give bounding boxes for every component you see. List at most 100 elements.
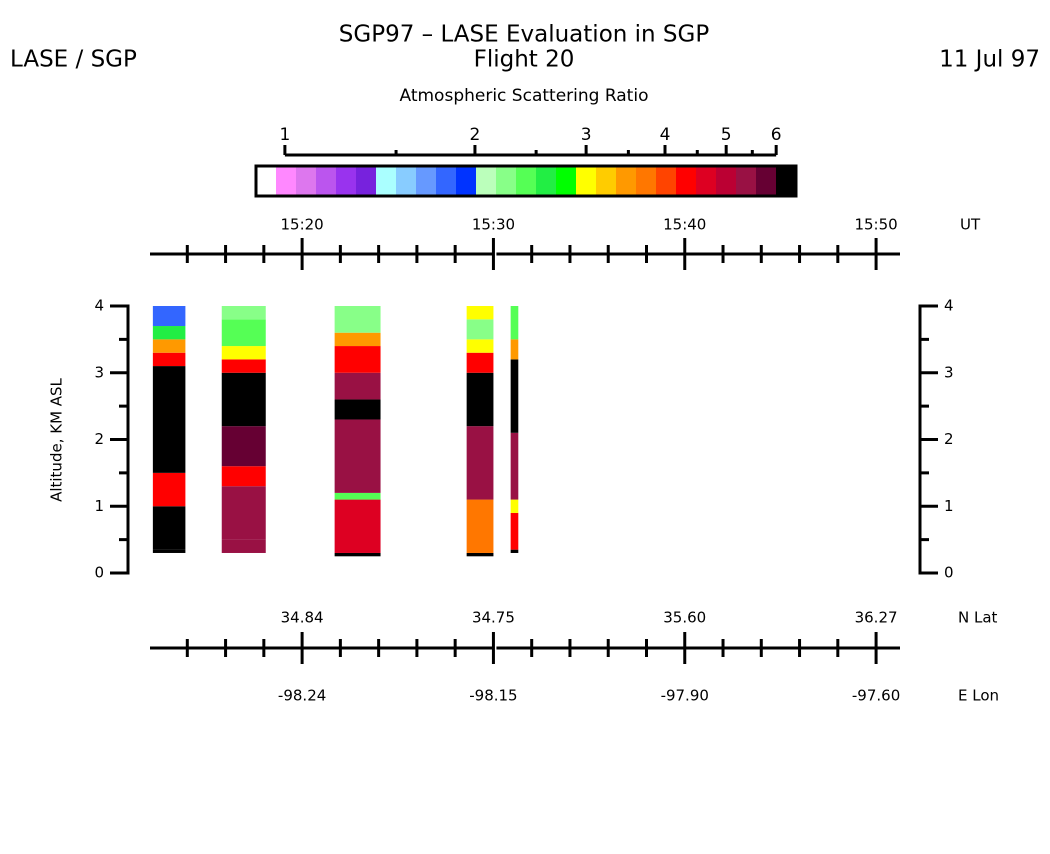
- scattering-layer: [152, 339, 186, 353]
- y-tick-label-left: 1: [94, 497, 104, 515]
- y-tick-label-right: 4: [944, 297, 954, 315]
- colorbar-cell: [716, 166, 737, 196]
- scattering-layer: [510, 499, 519, 513]
- scattering-layer: [334, 346, 381, 373]
- scattering-layer: [221, 539, 266, 553]
- colorbar-cell: [256, 166, 277, 196]
- scattering-layer: [334, 372, 381, 400]
- colorbar-cell: [616, 166, 637, 196]
- scattering-layer: [334, 306, 381, 333]
- scattering-layer: [510, 339, 519, 360]
- colorbar-cell: [436, 166, 457, 196]
- lat-tick-label: 35.60: [663, 609, 706, 627]
- lat-tick-label: 34.75: [472, 609, 515, 627]
- scattering-layer: [152, 506, 186, 550]
- y-tick-label-right: 1: [944, 497, 954, 515]
- colorbar-cell: [296, 166, 317, 196]
- colorbar-cell: [336, 166, 357, 196]
- colorbar-cell: [496, 166, 517, 196]
- colorbar-cell: [396, 166, 417, 196]
- colorbar-tick-label: 3: [581, 125, 592, 145]
- colorbar-cell: [596, 166, 617, 196]
- lon-tick-label: -98.15: [469, 687, 517, 705]
- y-tick-label-right: 2: [944, 430, 954, 448]
- lat-tick-label: 34.84: [281, 609, 324, 627]
- header-left: LASE / SGP: [10, 47, 137, 73]
- colorbar-tick-label: 1: [279, 125, 290, 145]
- scattering-layer: [466, 319, 494, 340]
- lon-tick-label: -97.90: [661, 687, 709, 705]
- scattering-layer: [334, 552, 381, 557]
- colorbar-cell: [576, 166, 597, 196]
- scattering-layer: [466, 339, 494, 353]
- scattering-layer: [334, 419, 381, 493]
- scattering-layer: [510, 549, 519, 553]
- colorbar-tick-label: 2: [470, 125, 481, 145]
- time-tick-label: 15:50: [854, 216, 897, 234]
- colorbar-cell: [376, 166, 397, 196]
- colorbar-tick-label: 6: [771, 125, 782, 145]
- colorbar-cell: [416, 166, 437, 196]
- colorbar-cell: [356, 166, 377, 196]
- colorbar-cell: [776, 166, 797, 196]
- header-right: 11 Jul 97: [939, 47, 1040, 73]
- lon-title: E Lon: [958, 687, 999, 705]
- colorbar-cell: [696, 166, 717, 196]
- scattering-layer: [466, 426, 494, 500]
- scattering-layer: [466, 552, 494, 557]
- lat-title: N Lat: [958, 609, 998, 627]
- chart-title: SGP97 – LASE Evaluation in SGP: [339, 22, 710, 48]
- time-tick-label: 15:30: [472, 216, 515, 234]
- scattering-layer: [334, 499, 381, 553]
- x-unit: UT: [960, 216, 981, 234]
- colorbar-cell: [556, 166, 577, 196]
- scattering-layer: [334, 399, 381, 420]
- scattering-layer: [510, 359, 519, 433]
- scattering-layer: [152, 472, 186, 507]
- scattering-layer: [466, 306, 494, 320]
- scattering-layer: [334, 332, 381, 347]
- y-tick-label-left: 2: [94, 430, 104, 448]
- colorbar-frame: [254, 164, 798, 198]
- scattering-layer: [466, 499, 494, 553]
- y-tick-label-left: 0: [94, 564, 104, 582]
- colorbar-cell: [736, 166, 757, 196]
- lon-tick-label: -97.60: [852, 687, 900, 705]
- colorbar-cell: [756, 166, 777, 196]
- colorbar-cell: [656, 166, 677, 196]
- y-tick-label-left: 3: [94, 363, 104, 381]
- scattering-layer: [510, 306, 519, 340]
- scattering-layer: [221, 346, 266, 360]
- scattering-layer: [510, 432, 519, 500]
- scattering-layer: [152, 549, 186, 553]
- time-tick-label: 15:40: [663, 216, 706, 234]
- chart-subtitle: Flight 20: [474, 47, 575, 73]
- colorbar-cell: [676, 166, 697, 196]
- scattering-layer: [221, 466, 266, 487]
- colorbar-cell: [536, 166, 557, 196]
- y-axis-label: Altitude, KM ASL: [48, 377, 66, 501]
- y-tick-label-right: 0: [944, 564, 954, 582]
- lon-tick-label: -98.24: [278, 687, 326, 705]
- scattering-layer: [152, 306, 186, 327]
- scattering-layer: [221, 486, 266, 540]
- scattering-layer: [221, 426, 266, 467]
- scattering-layer: [221, 306, 266, 320]
- colorbar-cell: [316, 166, 337, 196]
- scattering-layer: [334, 492, 381, 500]
- scattering-layer: [466, 372, 494, 427]
- colorbar-label: Atmospheric Scattering Ratio: [400, 86, 649, 106]
- colorbar-tick-label: 5: [721, 125, 732, 145]
- scattering-layer: [221, 359, 266, 373]
- scattering-layer: [152, 326, 186, 340]
- colorbar-cell: [476, 166, 497, 196]
- scattering-layer: [466, 352, 494, 373]
- scattering-layer: [152, 352, 186, 367]
- scattering-layer: [221, 319, 266, 347]
- colorbar-cell: [276, 166, 297, 196]
- colorbar-tick-label: 4: [660, 125, 671, 145]
- scattering-layer: [221, 372, 266, 427]
- scattering-layer: [510, 512, 519, 550]
- time-tick-label: 15:20: [280, 216, 323, 234]
